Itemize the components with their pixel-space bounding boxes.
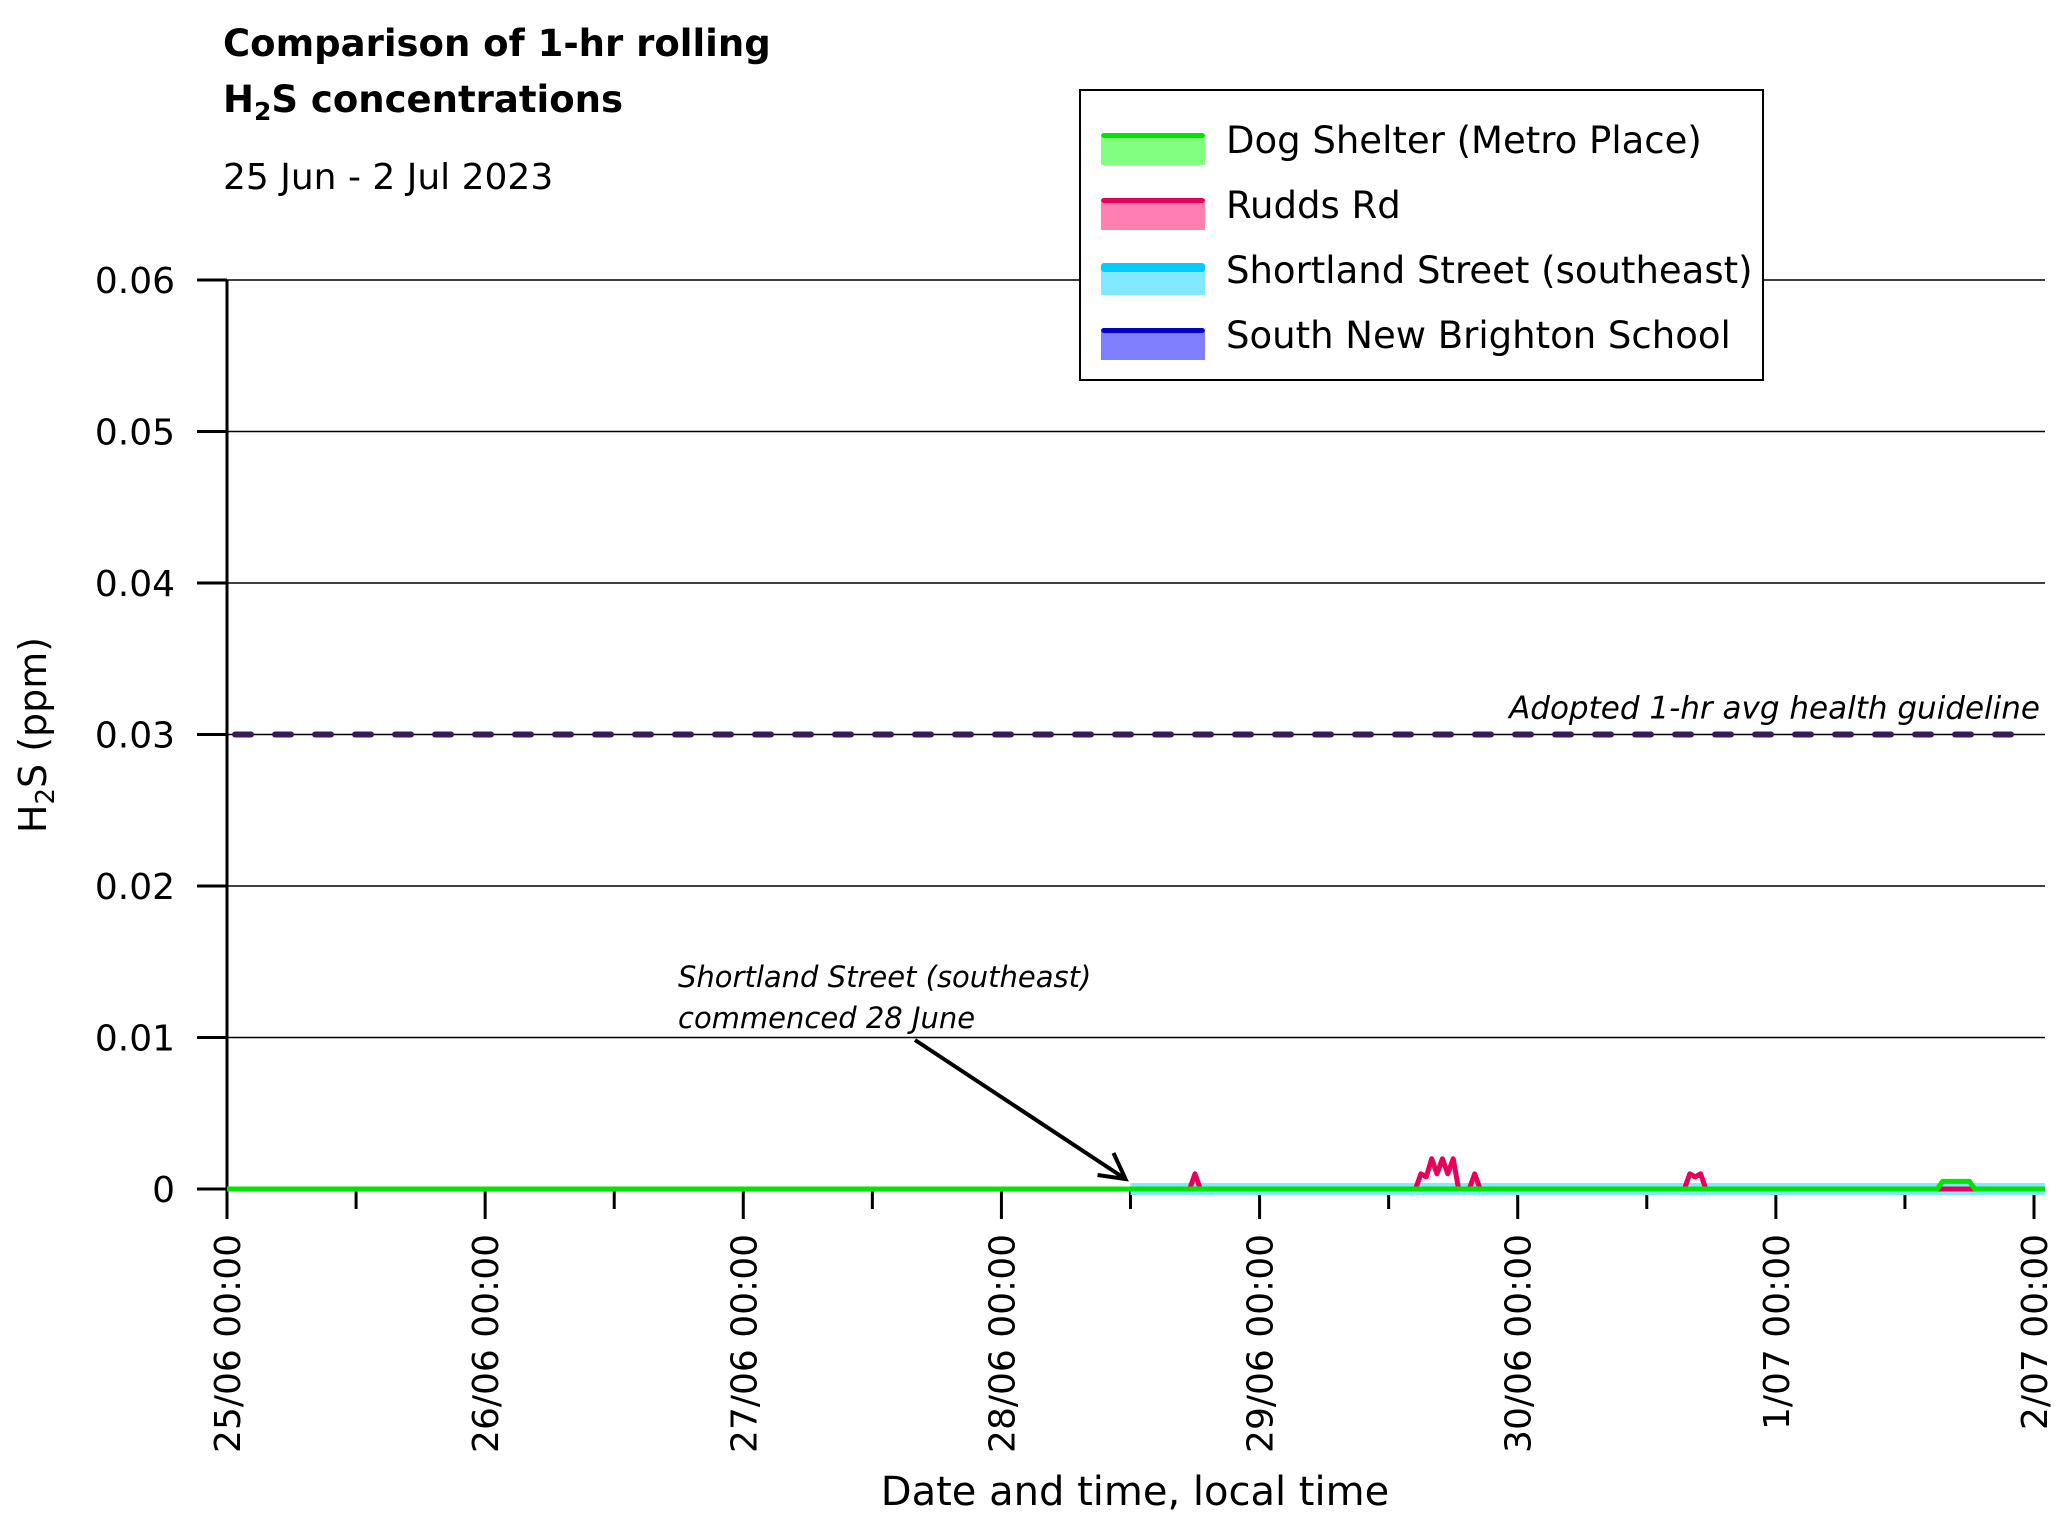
legend-label-shortland-street-southeast: Shortland Street (southeast)	[1226, 249, 1753, 292]
annotation-line1: Shortland Street (southeast)	[678, 960, 1091, 994]
x-axis-label: Date and time, local time	[881, 1469, 1389, 1515]
y-tick-label: 0.01	[95, 1019, 175, 1060]
x-tick-label: 1/07 00:00	[1757, 1234, 1798, 1430]
guideline: Adopted 1-hr avg health guideline	[232, 691, 2040, 738]
chart-subtitle: 25 Jun - 2 Jul 2023	[223, 157, 553, 198]
legend: Dog Shelter (Metro Place) Rudds Rd Shortla…	[1079, 89, 1764, 381]
x-tick-label: 25/06 00:00	[208, 1234, 249, 1453]
legend-label-south-new-brighton-school: South New Brighton School	[1226, 314, 1731, 357]
x-tick-label: 26/06 00:00	[466, 1234, 507, 1453]
y-tick-label: 0	[152, 1170, 175, 1211]
legend-swatch-rudds-rd	[1101, 202, 1205, 230]
y-axis: 0 0.01 0.02 0.03 0.04 0.05 0.06	[95, 261, 229, 1211]
x-tick-label: 27/06 00:00	[724, 1234, 765, 1453]
series-line-dog-shelter-metro-place	[227, 1178, 2045, 1192]
chart-title-line1: Comparison of 1-hr rolling	[223, 22, 771, 65]
x-tick-label: 2/07 00:00	[2015, 1234, 2056, 1430]
chart-title-line2: H2S concentrations	[223, 78, 623, 126]
gridlines	[227, 279, 2045, 1039]
legend-swatch-line-south-new-brighton-school	[1101, 328, 1205, 333]
annotation-arrow	[913, 1038, 1127, 1181]
annotation: Shortland Street (southeast) commenced 2…	[678, 960, 1129, 1182]
y-tick-label: 0.06	[95, 261, 175, 302]
legend-swatch-line-shortland-street-southeast	[1101, 263, 1205, 272]
series-layer	[227, 1156, 2045, 1195]
legend-label-dog-shelter-metro-place: Dog Shelter (Metro Place)	[1226, 119, 1702, 162]
legend-swatch-dog-shelter-metro-place	[1101, 137, 1205, 165]
legend-swatch-south-new-brighton-school	[1101, 332, 1205, 360]
annotation-arrowhead	[1097, 1152, 1129, 1182]
legend-label-rudds-rd: Rudds Rd	[1226, 184, 1401, 227]
x-axis: 25/06 00:00 26/06 00:00 27/06 00:00 28/06 0…	[208, 1187, 2056, 1453]
guideline-label: Adopted 1-hr avg health guideline	[1507, 691, 2040, 727]
y-tick-label: 0.05	[95, 413, 175, 454]
x-tick-label: 30/06 00:00	[1499, 1234, 1540, 1453]
x-tick-label: 28/06 00:00	[982, 1234, 1023, 1453]
legend-swatch-line-rudds-rd	[1101, 198, 1205, 203]
y-tick-label: 0.04	[95, 564, 175, 605]
annotation-line2: commenced 28 June	[678, 1001, 975, 1035]
y-tick-label: 0.02	[95, 867, 175, 908]
legend-swatch-line-dog-shelter-metro-place	[1101, 133, 1205, 138]
y-axis-label: H2S (ppm)	[11, 637, 61, 833]
y-tick-label: 0.03	[95, 716, 175, 757]
x-tick-label: 29/06 00:00	[1241, 1234, 1282, 1453]
